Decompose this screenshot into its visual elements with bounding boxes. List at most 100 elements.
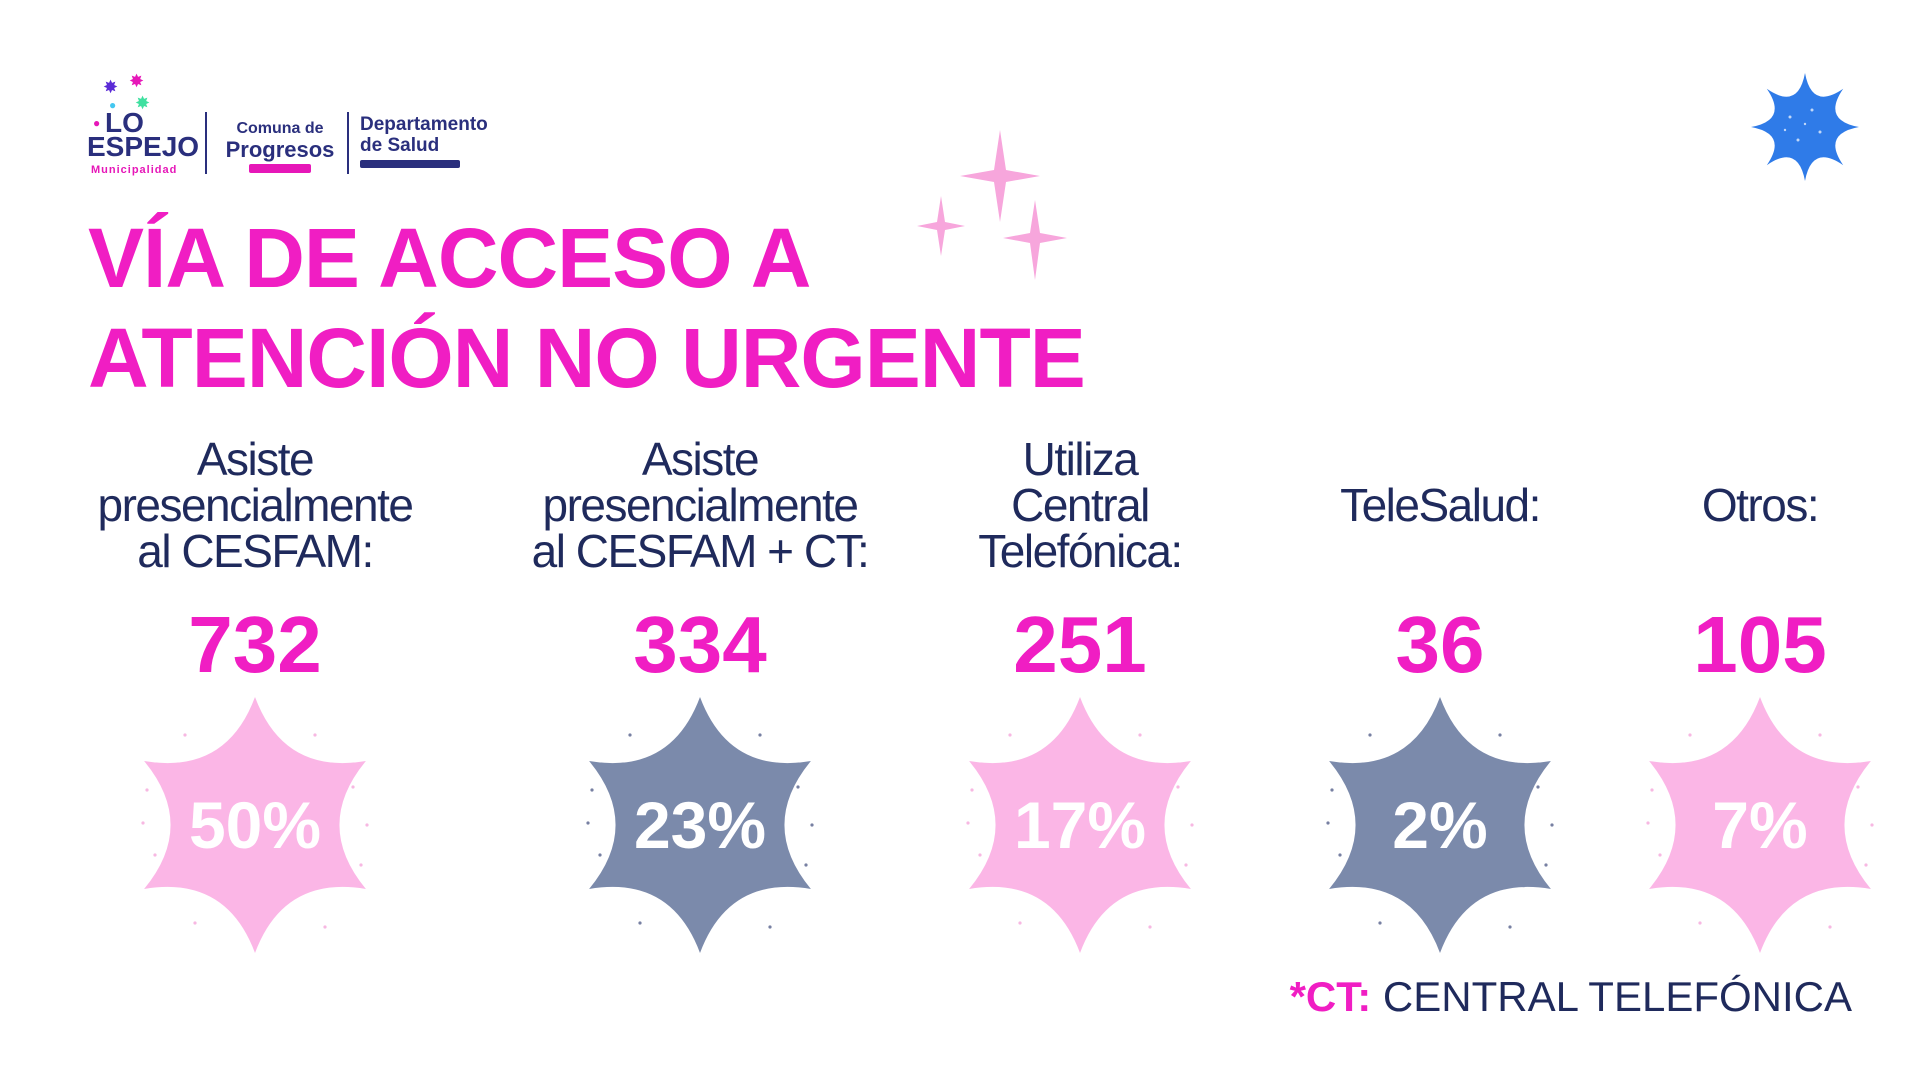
- speckle-dot: [1818, 733, 1822, 737]
- category-label-1: Asiste presencialmente al CESFAM + CT:: [490, 436, 910, 574]
- confetti-dot-icon: ●: [93, 116, 101, 130]
- flower-star-shape: [144, 697, 366, 953]
- speckle-dot: [351, 785, 355, 789]
- speckle-dot: [1190, 823, 1194, 827]
- sparkle-large-icon: [960, 130, 1040, 222]
- corner-flower-star-icon: [1751, 73, 1859, 181]
- title-line-1: VÍA DE ACCESO A: [88, 211, 811, 305]
- speckle-dot: [1184, 863, 1188, 867]
- flower-star-shape: [589, 697, 811, 953]
- count-value-4: 105: [1693, 600, 1827, 689]
- speckle-dot: [1658, 853, 1662, 857]
- flower-star-icon: [1326, 697, 1554, 953]
- flower-star-icon: [586, 697, 814, 953]
- confetti-star-icon: ✸: [129, 71, 145, 91]
- speckle-dot: [810, 823, 814, 827]
- logo-divider: [347, 112, 349, 174]
- flower-star-shape: [1329, 697, 1551, 953]
- percent-badge-1: 23%: [570, 695, 830, 955]
- category-label-text: Asiste presencialmente al CESFAM + CT:: [531, 433, 870, 577]
- percent-value: 50%: [188, 788, 322, 862]
- speckle-dot: [359, 863, 363, 867]
- logo-progresos-text: Progresos: [225, 137, 335, 162]
- logo-divider: [205, 112, 207, 174]
- speckle-dot: [978, 853, 982, 857]
- speckle-dot: [1856, 785, 1860, 789]
- percent-badge-0: 50%: [125, 695, 385, 955]
- speckle-dot: [1688, 733, 1692, 737]
- speckle-dot: [970, 788, 974, 792]
- flower-star-icon: [141, 697, 369, 953]
- percent-value: 2%: [1392, 788, 1488, 862]
- speckle-dot: [1498, 733, 1502, 737]
- category-label-2: Utiliza Central Telefónica:: [920, 436, 1240, 574]
- footnote: *CT: CENTRAL TELEFÓNICA: [1290, 972, 1852, 1022]
- percent-value: 17%: [1013, 788, 1147, 862]
- logo-municipalidad-text: Municipalidad: [91, 164, 178, 176]
- speckle-dot: [1650, 788, 1654, 792]
- count-value-3: 36: [1395, 600, 1485, 689]
- speckle-dot: [1550, 823, 1554, 827]
- speckle-dot: [586, 821, 590, 825]
- speckle-dot: [1864, 863, 1868, 867]
- speckle-dot: [141, 821, 145, 825]
- speckle-dot: [1870, 823, 1874, 827]
- logo-departamento-text: Departamento: [360, 114, 488, 135]
- header-logos: ✸ ✸ ✸ ● ● LO ESPEJO Municipalidad Comuna…: [85, 72, 525, 182]
- category-label-text: Utiliza Central Telefónica:: [978, 433, 1183, 577]
- percent-badge-2: 17%: [950, 695, 1210, 955]
- logo-espejo-text: ESPEJO: [87, 131, 200, 162]
- speckle-dot: [323, 925, 327, 929]
- speckle-dot: [365, 823, 369, 827]
- logo-salud-bar: [360, 160, 460, 168]
- speckle-dot: [804, 863, 808, 867]
- sparkle-medium-icon: [1003, 200, 1067, 280]
- speckle-dot: [966, 821, 970, 825]
- speckle-dot: [1138, 733, 1142, 737]
- speckle-dot: [1536, 785, 1540, 789]
- count-value-1: 334: [633, 600, 767, 689]
- speckle-dot: [183, 733, 187, 737]
- percent-value: 23%: [633, 788, 767, 862]
- confetti-dot-icon: ●: [109, 98, 117, 112]
- category-label-text: Asiste presencialmente al CESFAM:: [97, 433, 414, 577]
- confetti-star-icon: ✸: [135, 93, 151, 113]
- speckle-dot: [1008, 733, 1012, 737]
- category-label-3: TeleSalud:: [1290, 440, 1590, 570]
- sparkles-icon: [917, 130, 1067, 280]
- logo-lo-text: LO: [105, 107, 144, 138]
- confetti-star-icon: ✸: [103, 77, 119, 97]
- flower-star-icon: [1646, 697, 1874, 953]
- sparkle-small-icon: [917, 196, 965, 256]
- speckle-dot: [598, 853, 602, 857]
- speckle-dot: [193, 921, 197, 925]
- comuna-progresos-logo: Comuna de Progresos: [220, 120, 340, 173]
- speckle-dot: [768, 925, 772, 929]
- category-label-4: Otros:: [1630, 440, 1890, 570]
- speckle-dot: [1378, 921, 1382, 925]
- lo-espejo-logo: ✸ ✸ ✸ ● ● LO ESPEJO Municipalidad: [85, 71, 199, 182]
- speckle-dot: [796, 785, 800, 789]
- speckle-dot: [1338, 853, 1342, 857]
- category-label-text: Otros:: [1701, 479, 1820, 531]
- count-value-2: 251: [1013, 600, 1147, 689]
- speckle-dot: [1828, 925, 1832, 929]
- speckle-dot: [628, 733, 632, 737]
- footnote-text: CENTRAL TELEFÓNICA: [1371, 973, 1852, 1020]
- page-title: VÍA DE ACCESO A ATENCIÓN NO URGENTE: [88, 208, 1086, 408]
- logo-comuna-text: Comuna de: [236, 120, 324, 137]
- percent-badge-3: 2%: [1310, 695, 1570, 955]
- speckle-dot: [1330, 788, 1334, 792]
- speckle-dot: [145, 788, 149, 792]
- speckle-dot: [153, 853, 157, 857]
- speckle-dot: [1018, 921, 1022, 925]
- speckle-dot: [313, 733, 317, 737]
- percent-value: 7%: [1712, 788, 1808, 862]
- speckle-dot: [1368, 733, 1372, 737]
- footnote-abbr: *CT:: [1289, 973, 1372, 1020]
- speckle-dot: [1148, 925, 1152, 929]
- departamento-salud-logo: Departamento de Salud: [360, 114, 530, 168]
- speckle-dot: [1176, 785, 1180, 789]
- flower-star-shape: [1649, 697, 1871, 953]
- category-label-0: Asiste presencialmente al CESFAM:: [45, 436, 465, 574]
